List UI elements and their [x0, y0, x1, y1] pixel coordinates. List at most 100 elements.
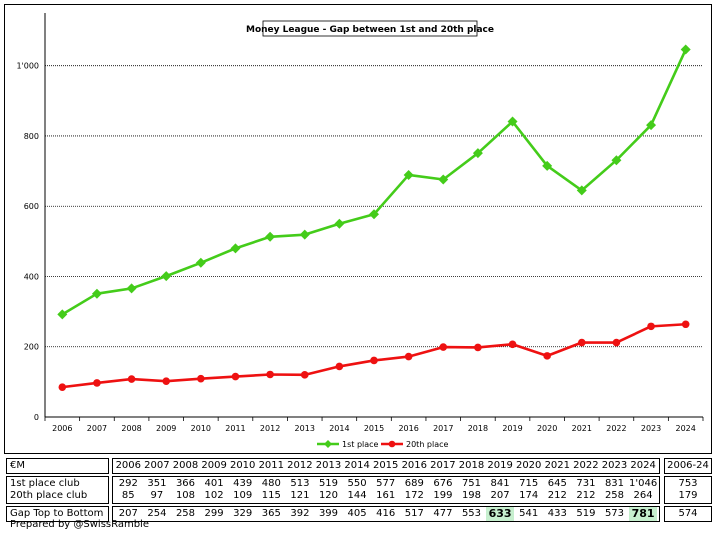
table-value-cell: 258: [604, 490, 625, 501]
series-line-first: [61, 48, 687, 316]
summary-twentieth: 179: [678, 490, 698, 501]
table-value-cell: 831: [604, 478, 625, 489]
gap-value-cell: 416: [376, 508, 396, 519]
header-period-box: [664, 458, 712, 474]
header-years-box: [112, 458, 660, 474]
chart-title-box: [262, 20, 478, 37]
legend-marker: [324, 440, 332, 448]
table-value-cell: 513: [290, 478, 310, 489]
gap-value-cell: 329: [233, 508, 253, 519]
data-point-twentieth-place: [439, 343, 448, 351]
data-point-first-place: [438, 174, 449, 185]
gap-value-cell: 258: [175, 508, 196, 519]
year-header-cell: 2020: [515, 460, 542, 471]
table-value-cell: 108: [175, 490, 196, 501]
table-value-cell: 577: [376, 478, 396, 489]
series-line-twentieth: [62, 322, 686, 389]
data-point-twentieth-place: [612, 338, 621, 347]
x-tick-label: 2008: [121, 424, 141, 433]
data-point-twentieth-place: [508, 340, 517, 349]
legend-label: 1st place: [342, 440, 379, 449]
legend-marker: [388, 440, 396, 448]
table-value-cell: 292: [118, 478, 138, 489]
table-value-cell: 264: [633, 490, 653, 501]
gap-value-cell: 517: [404, 508, 424, 519]
year-header-cell: 2016: [401, 460, 428, 471]
table-value-cell: 102: [204, 490, 224, 501]
table-value-cell: 144: [347, 490, 367, 501]
gap-value-cell: 399: [318, 508, 339, 519]
data-point-first-place: [680, 44, 691, 55]
year-header-cell: 2012: [287, 460, 313, 471]
year-header-cell: 2024: [630, 460, 656, 471]
year-header-cell: 2010: [229, 460, 256, 471]
gap-values-box: [112, 506, 660, 522]
credit-text: Prepared by @SwissRamble: [10, 519, 149, 530]
table-value-cell: 689: [404, 478, 424, 489]
table-value-cell: 519: [318, 478, 339, 489]
year-header-cell: 2008: [172, 460, 199, 471]
table-value-cell: 97: [150, 490, 164, 501]
data-point-twentieth-place: [58, 383, 67, 391]
x-tick-label: 2020: [537, 424, 557, 433]
x-tick-label: 2011: [225, 424, 245, 433]
gap-value-cell-highlight: 781: [628, 507, 658, 521]
y-tick-label: 0: [34, 413, 39, 422]
data-point-first-place: [161, 271, 172, 282]
x-tick-label: 2006: [52, 424, 72, 433]
gap-value-cell-highlight: 633: [485, 507, 515, 521]
table-value-cell: 212: [576, 490, 596, 501]
year-header-cell: 2023: [601, 460, 628, 471]
data-point-twentieth-place: [127, 375, 136, 383]
gap-value-cell: 365: [261, 508, 281, 519]
gap-value-cell: 254: [147, 508, 167, 519]
data-point-first-place: [472, 148, 483, 159]
data-point-first-place: [369, 209, 379, 220]
table-value-cell: 212: [547, 490, 567, 501]
year-header-cell: 2018: [458, 460, 485, 471]
data-point-first-place: [265, 231, 276, 242]
data-point-twentieth-place: [266, 370, 274, 379]
gap-value-cell: 519: [576, 508, 596, 519]
summary-first: 753: [678, 478, 698, 489]
table-value-cell: 207: [490, 490, 510, 501]
table-value-cell: 198: [461, 490, 482, 501]
year-header-cell: 2022: [573, 460, 599, 471]
table-value-cell: 645: [547, 478, 567, 489]
row-label-twentieth: 20th place club: [10, 490, 88, 501]
table-value-cell: 351: [147, 478, 167, 489]
table-value-cell: 676: [433, 478, 453, 489]
table-value-cell: 174: [519, 490, 539, 501]
data-point-twentieth-place: [335, 362, 344, 371]
gap-value-cell: 477: [433, 508, 453, 519]
gap-summary-box: [664, 506, 712, 522]
gap-value-cell: 207: [118, 508, 138, 519]
y-tick-label: 600: [24, 202, 39, 211]
x-tick-label: 2009: [156, 424, 176, 433]
year-header-cell: 2021: [544, 460, 571, 471]
gap-value-cell: 392: [290, 508, 310, 519]
data-point-twentieth-place: [543, 352, 551, 360]
data-point-first-place: [646, 120, 657, 131]
table-value-cell: 841: [490, 478, 510, 489]
table-value-cell: 366: [175, 478, 196, 489]
data-point-twentieth-place: [197, 374, 205, 383]
gap-value-cell: 541: [519, 508, 539, 519]
chart-title: Money League - Gap between 1st and 20th …: [246, 25, 494, 35]
table-value-cell: 121: [290, 490, 310, 501]
data-point-first-place: [334, 218, 345, 229]
data-point-first-place: [91, 288, 102, 299]
table-value-cell: 115: [261, 490, 281, 501]
gap-summary: 574: [678, 508, 698, 519]
x-tick-label: 2007: [87, 424, 107, 433]
table-value-cell: 731: [576, 478, 596, 489]
data-point-twentieth-place: [370, 356, 378, 365]
year-header-cell: 2014: [344, 460, 370, 471]
data-point-first-place: [403, 169, 414, 180]
data-point-first-place: [507, 116, 518, 127]
data-point-first-place: [542, 160, 553, 171]
year-header-cell: 2011: [258, 460, 285, 471]
year-header-cell: 2006: [115, 460, 142, 471]
table-value-cell: 1'046: [628, 478, 658, 489]
data-point-twentieth-place: [681, 320, 690, 329]
